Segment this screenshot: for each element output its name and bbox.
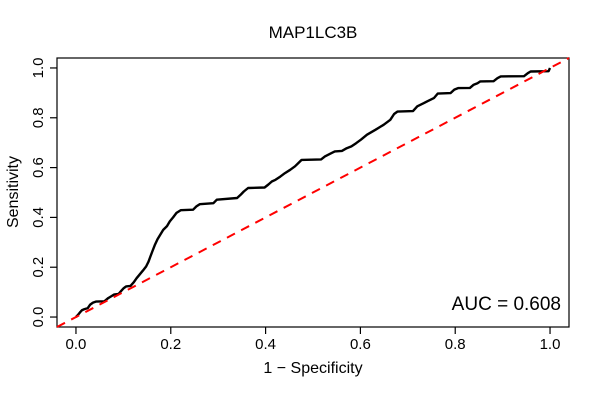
y-tick-label: 0.4 <box>30 207 47 228</box>
x-tick-label: 0.0 <box>66 336 87 353</box>
x-axis-label: 1 − Specificity <box>263 360 362 377</box>
x-tick-label: 0.4 <box>255 336 276 353</box>
x-tick-label: 1.0 <box>540 336 561 353</box>
y-tick-label: 1.0 <box>30 58 47 79</box>
series-group <box>56 57 570 328</box>
y-tick-label: 0.6 <box>30 157 47 178</box>
x-tick-label: 0.8 <box>445 336 466 353</box>
auc-annotation: AUC = 0.608 <box>452 294 561 315</box>
x-tick-label: 0.6 <box>350 336 371 353</box>
y-tick-label: 0.2 <box>30 257 47 278</box>
y-axis-label: Sensitivity <box>5 156 22 228</box>
roc-curve <box>75 67 552 318</box>
reference-diagonal <box>56 57 570 328</box>
y-tick-label: 0.0 <box>30 307 47 328</box>
y-tick-label: 0.8 <box>30 107 47 128</box>
chart-title: MAP1LC3B <box>269 23 358 42</box>
x-tick-label: 0.2 <box>160 336 181 353</box>
axes: 0.0 0.2 0.4 0.6 0.8 1.0 0.0 0.2 0.4 0.6 0.8 1.0 <box>30 58 560 353</box>
plot-box <box>56 57 570 328</box>
